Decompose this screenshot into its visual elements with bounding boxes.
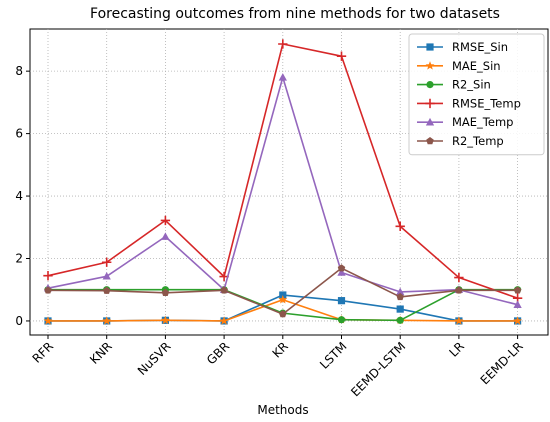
y-tick-label: 4 <box>15 189 23 203</box>
y-tick-label: 8 <box>15 64 23 78</box>
series-layer <box>43 39 523 325</box>
r2-temp-point <box>279 310 287 318</box>
r2-temp-point <box>102 286 111 294</box>
legend-label-r2-sin: R2_Sin <box>452 78 491 92</box>
mae-temp-point <box>513 300 522 308</box>
r2-temp-point <box>455 286 463 294</box>
r2-sin-point <box>337 316 346 324</box>
x-tick-label: KR <box>270 339 291 360</box>
legend: RMSE_Sin MAE_Sin R2_Sin RMSE_Temp MAE_Temp R2… <box>408 33 545 156</box>
legend-marker-r2-temp <box>426 137 434 145</box>
x-tick-label: KNR <box>87 339 115 367</box>
mae-sin-point <box>278 295 288 304</box>
r2-temp-point <box>513 286 522 294</box>
legend-label-r2-temp: R2_Temp <box>452 134 504 148</box>
mae-temp-point <box>102 271 111 280</box>
r2-temp-point <box>220 286 228 294</box>
mae-sin-point <box>160 315 170 325</box>
rmse-sin-point <box>396 305 404 313</box>
r2-temp-point <box>396 292 404 301</box>
rmse-temp-point <box>102 257 112 267</box>
x-tick-label: EEMD-LR <box>478 339 526 387</box>
y-tick-label: 6 <box>15 127 23 141</box>
legend-marker-mae-temp <box>425 117 435 126</box>
mae-sin-point <box>454 316 464 325</box>
x-tick-label: RFR <box>30 339 57 366</box>
legend-label-rmse-sin: RMSE_Sin <box>452 40 508 54</box>
r2-temp-point <box>337 264 346 272</box>
legend-marker-rmse-sin <box>426 43 434 51</box>
y-tick-label: 0 <box>15 314 23 328</box>
legend-marker-r2-sin <box>426 81 434 89</box>
r2-temp-point <box>44 286 52 294</box>
r2-sin-point <box>396 316 404 324</box>
legend-box <box>408 33 545 156</box>
rmse-temp-point <box>278 39 288 49</box>
series-rmse-temp <box>43 39 523 303</box>
legend-marker-mae-sin <box>425 61 435 70</box>
mae-sin-point <box>219 316 229 325</box>
rmse-temp-point <box>336 51 347 61</box>
mae-temp-point <box>337 268 346 276</box>
mae-sin-point <box>102 316 112 325</box>
mae-temp-point <box>161 232 170 240</box>
rmse-temp-point <box>454 272 464 283</box>
rmse-sin-point <box>279 291 287 299</box>
chart-title: Forecasting outcomes from nine methods f… <box>90 6 500 22</box>
x-tick-label: GBR <box>204 339 232 367</box>
x-tick-label: NuSVR <box>135 339 174 378</box>
plot-frame <box>29 28 549 336</box>
legend-marker-rmse-temp <box>425 98 435 109</box>
mae-sin-point <box>43 316 53 325</box>
mae-temp-point <box>396 287 405 296</box>
legend-label-mae-sin: MAE_Sin <box>452 59 501 73</box>
x-tick-label: EEMD-LSTM <box>348 339 408 399</box>
rmse-sin-point <box>337 297 346 305</box>
rmse-temp-point <box>43 270 53 281</box>
rmse-temp-point <box>160 215 171 226</box>
mae-sin-point <box>513 316 523 325</box>
legend-label-mae-temp: MAE_Temp <box>452 115 513 129</box>
r2-temp-point <box>161 288 170 297</box>
rmse-temp-point <box>395 221 405 232</box>
y-tick-label: 2 <box>15 252 23 266</box>
x-tick-label: LSTM <box>317 339 350 372</box>
series-r2-temp <box>44 264 522 318</box>
x-axis-label: Methods <box>257 403 308 417</box>
legend-label-rmse-temp: RMSE_Temp <box>452 96 521 110</box>
x-tick-label: LR <box>446 339 467 360</box>
mae-temp-point <box>278 73 287 81</box>
